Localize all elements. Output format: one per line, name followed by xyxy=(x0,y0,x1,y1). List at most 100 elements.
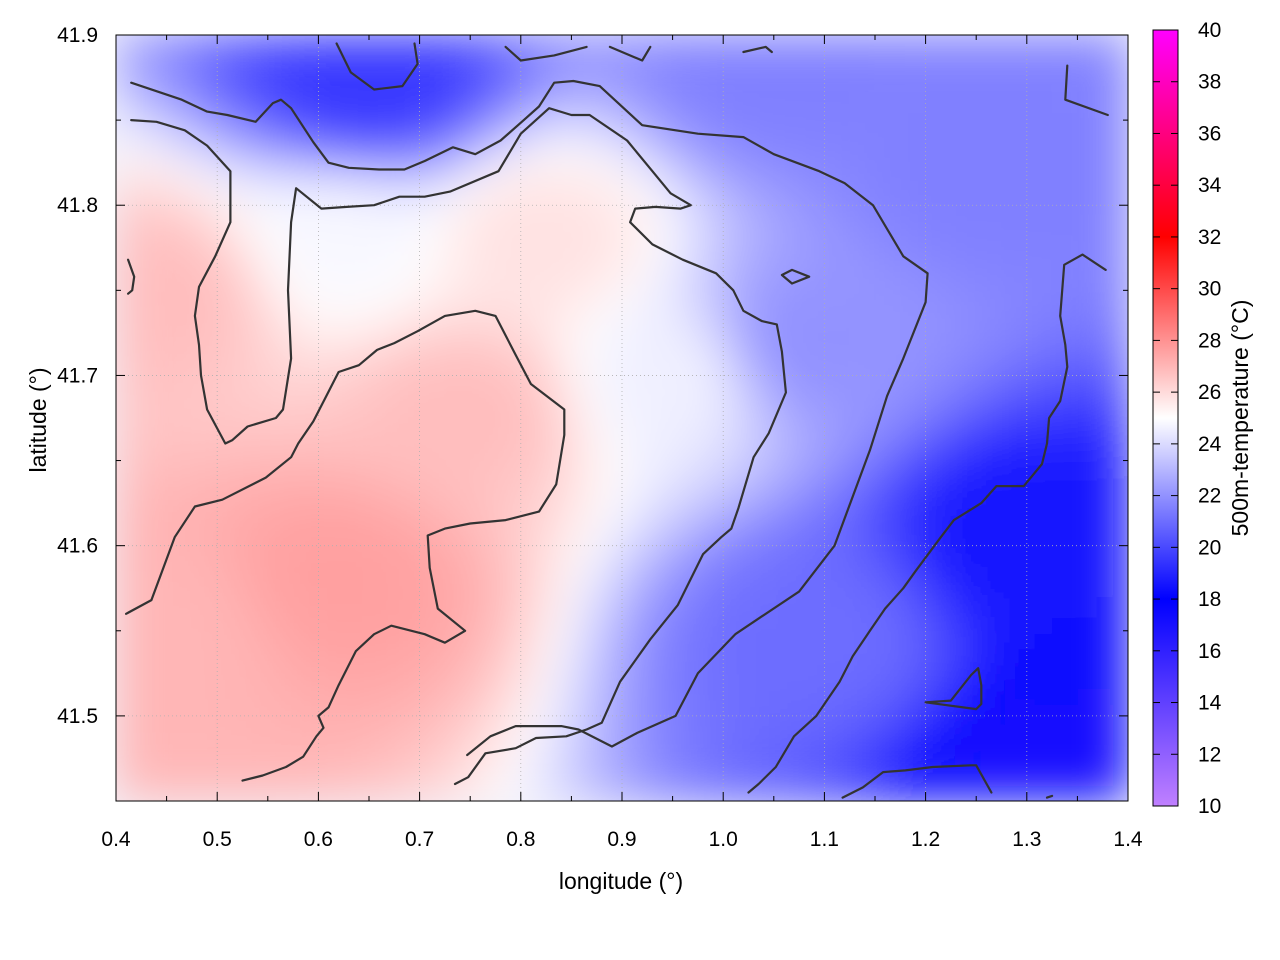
y-tick-label: 41.5 xyxy=(57,705,98,728)
heat-cell xyxy=(317,136,345,164)
heat-cell xyxy=(342,212,370,241)
heat-cell xyxy=(342,570,370,598)
heat-cell xyxy=(1000,697,1028,726)
heat-cell xyxy=(266,595,295,624)
heat-cell xyxy=(747,519,775,547)
heat-cell xyxy=(696,697,725,726)
heat-cell xyxy=(848,365,876,394)
heat-cell xyxy=(595,442,623,471)
heat-cell xyxy=(494,774,522,801)
heat-cell xyxy=(949,595,978,624)
heat-cell xyxy=(116,519,143,547)
heat-cell xyxy=(848,340,876,368)
heat-cell xyxy=(368,161,396,190)
heat-cell xyxy=(266,161,295,190)
heat-cell xyxy=(570,289,598,317)
heat-cell xyxy=(368,493,396,522)
heat-cell xyxy=(924,110,952,139)
heat-cell xyxy=(116,697,143,726)
heat-cell xyxy=(342,519,370,547)
x-tick-label: 1.4 xyxy=(1113,828,1143,851)
heat-cell xyxy=(342,672,370,700)
heat-cell xyxy=(1101,493,1128,522)
heat-cell xyxy=(1051,646,1079,675)
heat-cell xyxy=(924,519,952,547)
heat-cell xyxy=(949,365,978,394)
heat-cell xyxy=(671,697,699,726)
heat-cell xyxy=(1025,35,1054,62)
heat-cell xyxy=(747,672,775,700)
heat-cell xyxy=(116,85,143,113)
heat-cell xyxy=(798,646,826,675)
heat-cell xyxy=(116,621,143,649)
heat-cell xyxy=(494,289,522,317)
heat-cell xyxy=(949,442,978,471)
heat-cell xyxy=(823,391,851,419)
heat-cell xyxy=(899,595,927,624)
heat-cell xyxy=(874,672,902,700)
heat-cell xyxy=(747,136,775,164)
heat-cell xyxy=(317,442,345,471)
heat-cell xyxy=(1076,595,1104,624)
heat-cell xyxy=(722,212,750,241)
heat-cell xyxy=(342,289,370,317)
heat-cell xyxy=(469,212,497,241)
heat-cell xyxy=(747,187,775,215)
heat-cell xyxy=(469,85,497,113)
heat-cell xyxy=(545,621,573,649)
heat-cell xyxy=(924,263,952,292)
heat-cell xyxy=(165,748,193,777)
heat-cell xyxy=(443,314,472,343)
heat-cell xyxy=(140,519,168,547)
heat-cell xyxy=(519,748,548,777)
heat-cell xyxy=(949,263,978,292)
heat-cell xyxy=(848,544,876,573)
heat-cell xyxy=(899,314,927,343)
heat-cell xyxy=(545,136,573,164)
heat-cell xyxy=(266,59,295,88)
heat-cell xyxy=(1101,263,1128,292)
heat-cell xyxy=(1025,161,1054,190)
heat-cell xyxy=(671,212,699,241)
heat-cell xyxy=(621,161,649,190)
heat-cell xyxy=(1101,212,1128,241)
heat-cell xyxy=(418,468,446,496)
heat-cell xyxy=(317,289,345,317)
heat-cell xyxy=(621,672,649,700)
heat-cell xyxy=(848,263,876,292)
heat-cell xyxy=(1000,365,1028,394)
contour-line xyxy=(127,258,136,295)
heat-cell xyxy=(342,85,370,113)
heat-cell xyxy=(418,417,446,445)
heat-cell xyxy=(646,468,674,496)
heat-cell xyxy=(646,570,674,598)
colorbar-tick-label: 40 xyxy=(1198,19,1221,42)
heat-cell xyxy=(241,289,269,317)
heat-cell xyxy=(671,442,699,471)
heat-cell xyxy=(747,212,775,241)
heat-cell xyxy=(418,110,446,139)
heat-cell xyxy=(949,391,978,419)
heat-cell xyxy=(443,340,472,368)
heat-cell xyxy=(722,59,750,88)
heat-cell xyxy=(368,595,396,624)
heat-cell xyxy=(266,35,295,62)
heat-cell xyxy=(924,417,952,445)
y-tick-label: 41.6 xyxy=(57,535,98,558)
heat-cell xyxy=(1051,161,1079,190)
heat-cell xyxy=(975,59,1003,88)
x-axis-title: longitude (°) xyxy=(559,868,683,894)
contour-line xyxy=(1045,794,1054,799)
heat-cell xyxy=(140,493,168,522)
heat-cell xyxy=(545,263,573,292)
heat-cell xyxy=(1076,161,1104,190)
heat-cell xyxy=(1101,391,1128,419)
heat-cell xyxy=(899,774,927,801)
heat-cell xyxy=(1025,697,1054,726)
heat-cell xyxy=(443,417,472,445)
heat-cell xyxy=(1000,748,1028,777)
heat-cell xyxy=(823,570,851,598)
heat-cell xyxy=(621,263,649,292)
heat-cell xyxy=(798,212,826,241)
heat-cell xyxy=(848,519,876,547)
